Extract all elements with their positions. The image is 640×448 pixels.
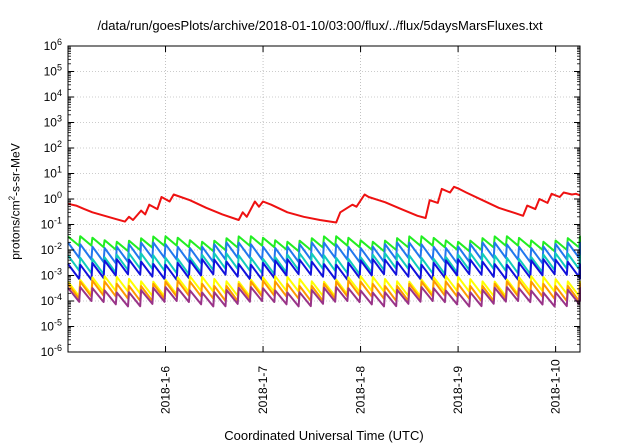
y-tick-label: 101: [44, 165, 62, 181]
y-tick-label: 102: [44, 139, 62, 155]
x-tick-label: 2018-1-6: [159, 366, 173, 414]
x-tick-label: 2018-1-10: [549, 359, 563, 414]
series-line-2: [67, 235, 581, 253]
x-tick-label: 2018-1-9: [451, 366, 465, 414]
y-tick-label: 105: [44, 63, 62, 79]
y-tick-label: 10-1: [41, 216, 62, 232]
y-axis-label-suffix: -s-sr-MeV: [8, 143, 23, 196]
grid: [68, 46, 580, 352]
y-tick-label: 100: [44, 190, 62, 206]
y-ticks: 10-6 10-5 10-4 10-3 10-2 10-1 100 101 102 103 104 1…: [41, 37, 580, 359]
y-tick-label: 103: [44, 114, 62, 130]
x-tick-label: 2018-1-8: [354, 366, 368, 414]
series-line-6: [67, 275, 581, 298]
x-tick-label: 2018-1-7: [256, 366, 270, 414]
series-line-5: [67, 258, 581, 281]
series-line-1: [67, 185, 581, 224]
y-axis-label-prefix: protons/cm: [8, 200, 23, 260]
y-tick-label: 104: [44, 88, 62, 104]
series-line-7: [67, 279, 581, 302]
chart-title: /data/run/goesPlots/archive/2018-01-10/0…: [97, 18, 543, 33]
y-tick-label: 106: [44, 37, 62, 53]
series-line-3: [67, 241, 581, 265]
y-tick-label: 10-6: [41, 343, 62, 359]
y-tick-label: 10-2: [41, 241, 62, 257]
y-tick-label: 10-4: [41, 292, 62, 308]
series-line-8: [67, 286, 581, 308]
x-ticks: 2018-1-6 2018-1-7 2018-1-8 2018-1-9 2018-1-1…: [159, 46, 563, 414]
x-axis-label: Coordinated Universal Time (UTC): [224, 428, 424, 443]
y-axis-label: protons/cm2-s-sr-MeV: [8, 132, 23, 272]
y-axis-label-sup: 2: [7, 195, 17, 201]
series-line-4: [67, 252, 581, 276]
y-tick-label: 10-3: [41, 267, 62, 283]
y-tick-label: 10-5: [41, 318, 62, 334]
series-group: [67, 185, 581, 308]
